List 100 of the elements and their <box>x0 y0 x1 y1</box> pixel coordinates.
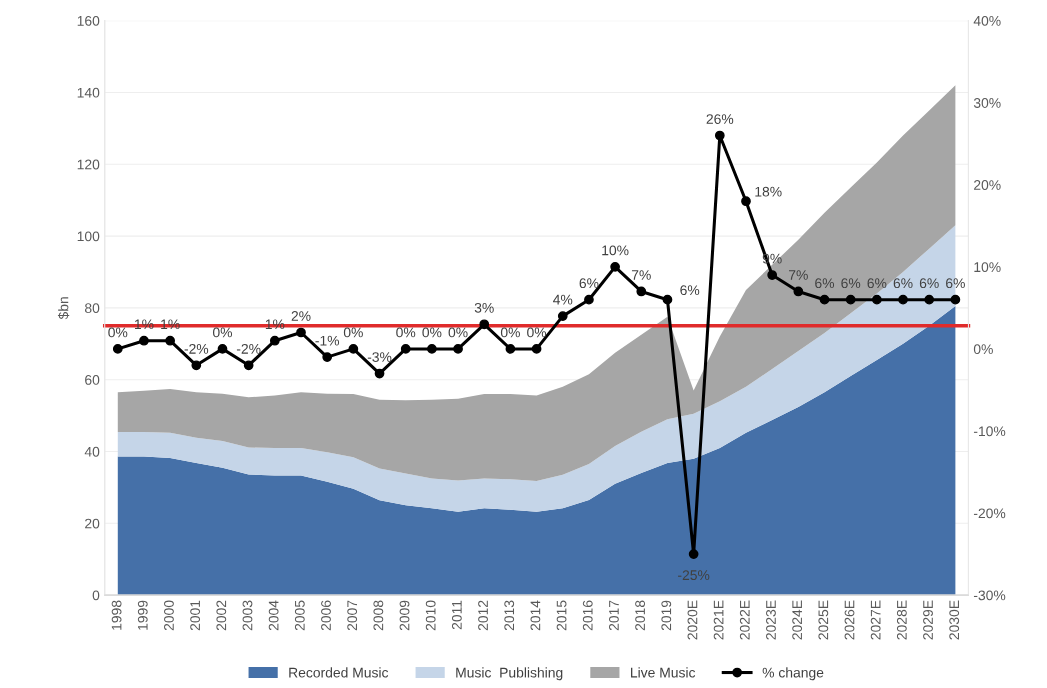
y2-tick-label: 30% <box>973 98 1001 108</box>
x-tick-label: 2025E <box>818 600 829 640</box>
point <box>374 368 385 379</box>
data-label: 0% <box>212 327 233 338</box>
x-tick-label: 2023E <box>766 600 776 640</box>
data-label: 6% <box>680 285 700 296</box>
point <box>322 352 333 362</box>
point <box>165 335 175 346</box>
data-label: 6% <box>919 278 939 289</box>
data-label: 0% <box>396 327 416 338</box>
y2-tick-label: -30% <box>973 590 1006 601</box>
data-label: 2% <box>291 311 311 321</box>
data-label: 3% <box>474 302 494 313</box>
x-tick-label: 2030E <box>949 600 960 640</box>
point <box>557 311 568 321</box>
data-label: 6% <box>579 278 599 289</box>
legend-label: Music Publishing <box>456 667 563 681</box>
x-tick-label: 1998 <box>111 600 122 630</box>
x-tick-label: 2008 <box>373 600 384 631</box>
y-tick-label: 100 <box>77 231 100 242</box>
x-tick-label: 2000 <box>164 600 174 631</box>
point <box>296 327 306 338</box>
data-label: 4% <box>553 294 573 305</box>
x-tick-label: 2005 <box>294 600 305 631</box>
data-label: 0% <box>422 327 442 338</box>
x-tick-label: 2017 <box>609 600 619 631</box>
point <box>217 344 228 354</box>
point <box>872 294 882 305</box>
point <box>531 344 542 354</box>
y2-tick-label: 40% <box>973 15 1001 26</box>
x-tick-label: 2009 <box>399 600 410 631</box>
x-tick-label: 2012 <box>478 600 488 631</box>
point <box>584 294 594 305</box>
y2-tick-label: -20% <box>973 508 1006 519</box>
point <box>950 294 961 305</box>
point <box>767 270 778 280</box>
point <box>348 344 359 354</box>
x-tick-label: 2004 <box>268 600 279 631</box>
data-label: 6% <box>815 278 835 289</box>
point <box>427 344 437 354</box>
x-tick-label: 2014 <box>530 600 541 631</box>
data-label: 6% <box>841 278 861 289</box>
point <box>924 294 935 305</box>
legend-label: Live Music <box>631 667 696 678</box>
y-tick-label: 140 <box>77 87 100 98</box>
point <box>741 196 751 207</box>
point <box>662 294 673 305</box>
x-tick-label: 2024E <box>792 600 803 640</box>
x-tick-label: 2018 <box>635 600 646 631</box>
x-tick-label: 2028E <box>896 600 907 640</box>
x-tick-label: 2019 <box>661 600 672 631</box>
point <box>610 261 620 272</box>
x-tick-label: 1999 <box>137 600 148 630</box>
point <box>453 344 463 354</box>
x-tick-label: 2021E <box>713 600 724 640</box>
y-tick-label: 60 <box>85 375 100 385</box>
point <box>191 360 202 371</box>
data-label: 7% <box>631 270 651 280</box>
x-tick-label: 2011 <box>451 600 462 630</box>
legend-label: % change <box>762 667 824 681</box>
y2-tick-label: 20% <box>974 180 1001 190</box>
point <box>139 335 149 346</box>
data-label: -25% <box>678 570 710 581</box>
x-tick-label: 2027E <box>870 600 881 640</box>
point <box>400 344 411 354</box>
data-label: 0% <box>108 327 128 338</box>
x-tick-label: 2029E <box>923 600 933 640</box>
x-tick-label: 2022E <box>739 600 750 640</box>
data-label: 6% <box>867 278 887 289</box>
data-label: 0% <box>500 327 520 338</box>
point <box>243 360 254 371</box>
point <box>112 344 123 354</box>
y2-tick-label: 0% <box>973 344 993 355</box>
y-axis-title: $bn <box>57 297 70 320</box>
data-label: -2% <box>184 343 209 354</box>
data-label: -1% <box>315 335 340 346</box>
x-tick-label: 2007 <box>347 600 358 631</box>
data-label: -2% <box>236 343 261 354</box>
data-label: 26% <box>706 114 734 124</box>
x-tick-label: 2002 <box>216 600 227 631</box>
y-tick-label: 160 <box>77 15 100 26</box>
data-label: 6% <box>946 278 965 289</box>
x-tick-label: 2013 <box>504 600 515 631</box>
point <box>269 335 280 346</box>
point <box>479 319 490 330</box>
data-label: 6% <box>893 278 913 289</box>
point <box>845 294 856 305</box>
legend-label: Recorded Music <box>289 667 389 678</box>
x-tick-label: 2015 <box>556 600 567 631</box>
point <box>688 549 699 559</box>
x-tick-label: 2020E <box>687 600 698 640</box>
data-label: 10% <box>602 245 629 256</box>
x-tick-label: 2010 <box>425 600 436 631</box>
y2-tick-label: 10% <box>974 262 1001 273</box>
point <box>714 130 725 141</box>
point <box>819 294 830 305</box>
data-label: 18% <box>755 186 782 197</box>
x-tick-label: 2016 <box>582 600 593 631</box>
data-label: 7% <box>789 270 808 280</box>
x-tick-label: 2006 <box>321 600 331 631</box>
